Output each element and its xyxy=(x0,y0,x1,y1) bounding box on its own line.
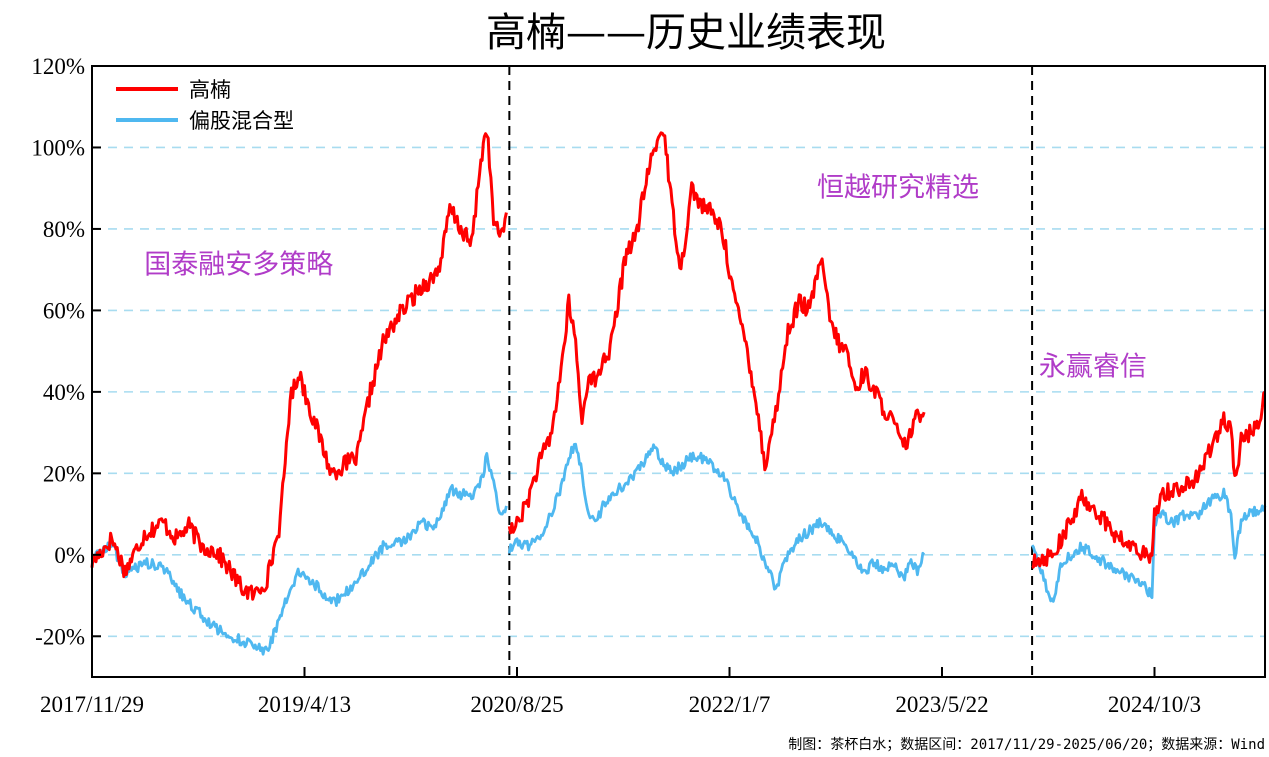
x-tick-label: 2017/11/29 xyxy=(40,692,144,717)
footer-note: 制图：茶杯白水；数据区间：2017/11/29-2025/06/20；数据来源：… xyxy=(788,737,1265,753)
series-gaonan xyxy=(90,131,1266,601)
y-tick-label: 40% xyxy=(43,380,85,405)
x-tick-label: 2023/5/22 xyxy=(895,692,988,717)
y-tick-label: 20% xyxy=(43,461,85,486)
manager-break-lines xyxy=(508,66,1034,677)
fund-annotation: 恒越研究精选 xyxy=(817,172,979,203)
x-tick-label: 2024/10/3 xyxy=(1108,692,1201,717)
series-line-segment xyxy=(1030,487,1267,603)
y-tick-label: 100% xyxy=(31,135,85,160)
y-tick-label: 60% xyxy=(43,298,85,323)
y-tick-label: 120% xyxy=(31,54,85,79)
fund-annotation: 国泰融安多策略 xyxy=(144,250,333,281)
y-axis: 120% 100% 80% 60% 40% 20% 0% -20% xyxy=(31,54,101,649)
series-line-segment xyxy=(507,442,926,591)
legend-label: 高楠 xyxy=(189,78,231,102)
x-tick-label: 2019/4/13 xyxy=(258,692,351,717)
legend-label: 偏股混合型 xyxy=(189,109,294,133)
x-tick-label: 2020/8/25 xyxy=(470,692,563,717)
chart-title: 高楠——历史业绩表现 xyxy=(486,10,886,56)
series-lines xyxy=(90,131,1267,656)
series-line-segment xyxy=(507,131,926,535)
series-line-segment xyxy=(90,132,508,601)
x-axis: 2017/11/29 2019/4/13 2020/8/25 2022/1/7 2023… xyxy=(40,667,1201,717)
y-tick-label: -20% xyxy=(35,624,85,649)
y-tick-label: 0% xyxy=(54,543,85,568)
series-benchmark xyxy=(90,442,1267,656)
fund-annotation: 永赢睿信 xyxy=(1039,352,1147,383)
series-line-segment xyxy=(90,451,508,656)
series-line-segment xyxy=(1031,390,1266,569)
y-tick-label: 80% xyxy=(43,217,85,242)
x-tick-label: 2022/1/7 xyxy=(689,692,771,717)
plot-frame xyxy=(91,65,1266,678)
